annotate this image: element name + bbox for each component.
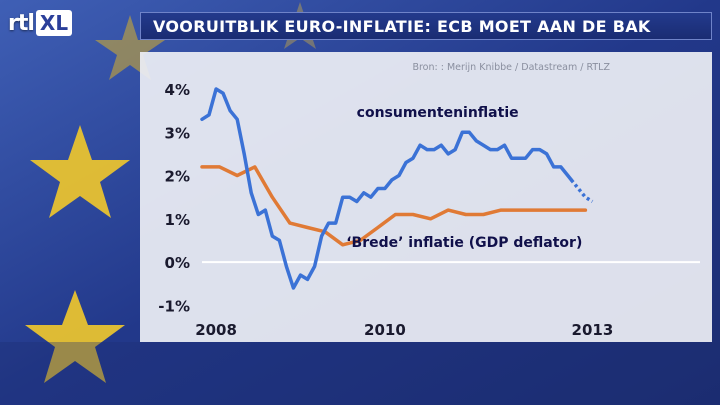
x-tick-label: 2010 (364, 321, 406, 339)
y-tick-label: -1% (158, 297, 190, 315)
logo-rtl-text: rtl (8, 10, 35, 36)
title-bar: VOORUITBLIK EURO-INFLATIE: ECB MOET AAN … (140, 12, 712, 40)
series-label-gdp-deflator: ‘Brede’ inflatie (GDP deflator) (346, 235, 582, 251)
y-tick-label: 4% (165, 81, 190, 99)
source-label: Bron: : Merijn Knibbe / Datastream / RTL… (412, 62, 610, 73)
x-tick-label: 2008 (195, 321, 237, 339)
inflation-chart: Bron: : Merijn Knibbe / Datastream / RTL… (158, 62, 700, 339)
logo-xl-text: XL (35, 10, 73, 36)
series-label-consumer-inflation: consumenteninflatie (357, 105, 519, 121)
flag-star (95, 15, 165, 80)
y-tick-label: 0% (165, 254, 190, 272)
y-tick-label: 2% (165, 168, 190, 186)
flag-star (25, 290, 125, 383)
page-title: VOORUITBLIK EURO-INFLATIE: ECB MOET AAN … (153, 16, 651, 36)
y-tick-label: 1% (165, 211, 190, 229)
series-line-consumer-inflation-forecast (569, 178, 594, 203)
series-line-gdp-deflator (200, 165, 588, 247)
chart-panel (140, 52, 712, 342)
series-line-consumer-inflation (200, 87, 574, 290)
y-tick-label: 3% (165, 124, 190, 142)
rtlxl-logo: rtl XL (8, 6, 73, 40)
x-tick-label: 2013 (572, 321, 614, 339)
flag-star (30, 125, 130, 218)
